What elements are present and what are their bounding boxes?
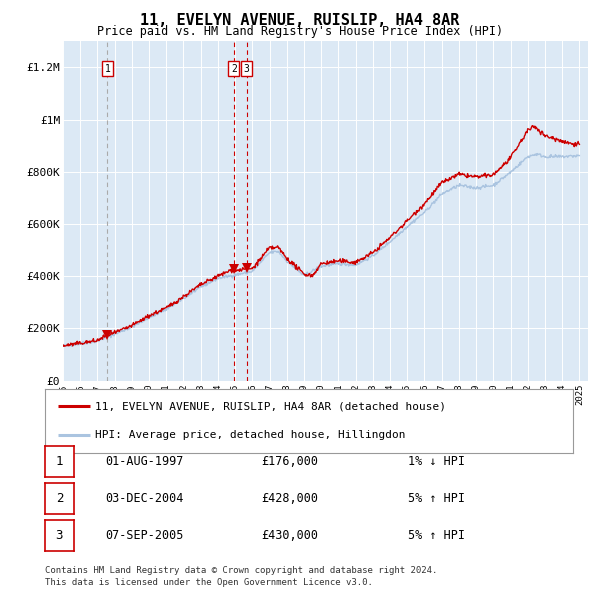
Text: 5% ↑ HPI: 5% ↑ HPI bbox=[408, 492, 465, 505]
Text: 3: 3 bbox=[56, 529, 63, 542]
Text: 11, EVELYN AVENUE, RUISLIP, HA4 8AR (detached house): 11, EVELYN AVENUE, RUISLIP, HA4 8AR (det… bbox=[95, 401, 446, 411]
Text: 5% ↑ HPI: 5% ↑ HPI bbox=[408, 529, 465, 542]
Text: 01-AUG-1997: 01-AUG-1997 bbox=[105, 455, 184, 468]
Text: 11, EVELYN AVENUE, RUISLIP, HA4 8AR: 11, EVELYN AVENUE, RUISLIP, HA4 8AR bbox=[140, 13, 460, 28]
Text: 2: 2 bbox=[56, 492, 63, 505]
Text: 3: 3 bbox=[244, 64, 250, 74]
Text: Price paid vs. HM Land Registry's House Price Index (HPI): Price paid vs. HM Land Registry's House … bbox=[97, 25, 503, 38]
Text: 1% ↓ HPI: 1% ↓ HPI bbox=[408, 455, 465, 468]
Text: 07-SEP-2005: 07-SEP-2005 bbox=[105, 529, 184, 542]
Text: 03-DEC-2004: 03-DEC-2004 bbox=[105, 492, 184, 505]
Text: 1: 1 bbox=[56, 455, 63, 468]
Text: HPI: Average price, detached house, Hillingdon: HPI: Average price, detached house, Hill… bbox=[95, 430, 406, 440]
Text: 2: 2 bbox=[231, 64, 236, 74]
Text: Contains HM Land Registry data © Crown copyright and database right 2024.
This d: Contains HM Land Registry data © Crown c… bbox=[45, 566, 437, 587]
Text: 1: 1 bbox=[104, 64, 110, 74]
Text: £176,000: £176,000 bbox=[261, 455, 318, 468]
Text: £428,000: £428,000 bbox=[261, 492, 318, 505]
Text: £430,000: £430,000 bbox=[261, 529, 318, 542]
